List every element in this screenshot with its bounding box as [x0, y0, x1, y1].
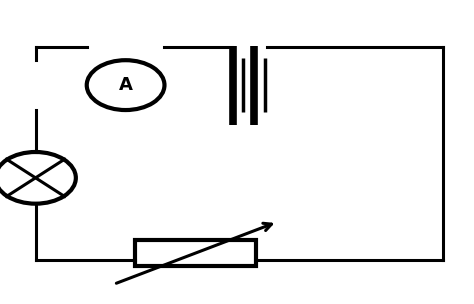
Text: A: A [118, 76, 133, 94]
Bar [135, 240, 256, 266]
